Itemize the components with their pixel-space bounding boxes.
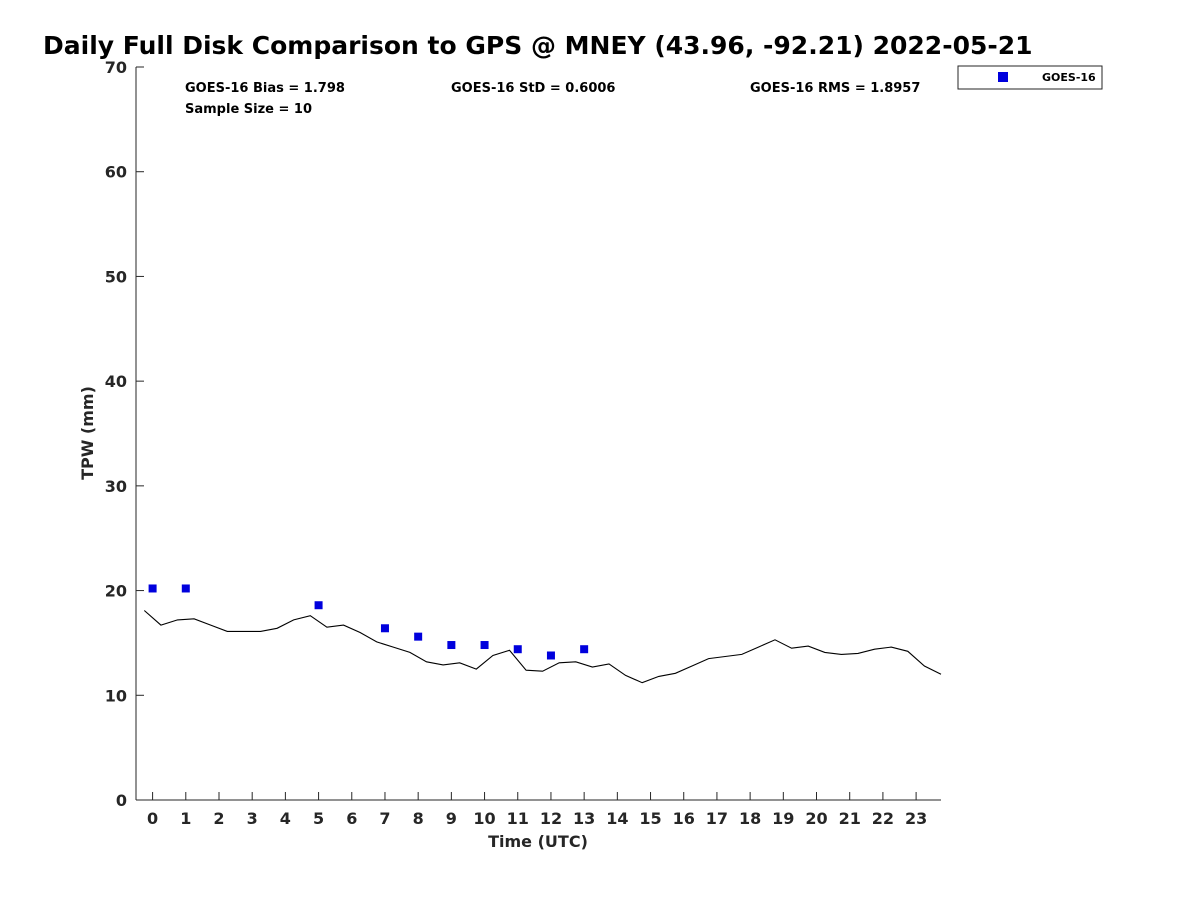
x-tick-label: 19 xyxy=(772,809,794,828)
y-axis-label: TPW (mm) xyxy=(78,386,97,480)
x-tick-label: 12 xyxy=(540,809,562,828)
x-tick-label: 14 xyxy=(606,809,628,828)
goes16-data-point xyxy=(580,645,589,654)
x-tick-label: 15 xyxy=(639,809,661,828)
rms-stat: GOES-16 RMS = 1.8957 xyxy=(750,81,920,96)
x-axis-label: Time (UTC) xyxy=(488,832,588,851)
goes16-data-point xyxy=(513,645,522,654)
y-tick-label: 30 xyxy=(105,477,127,496)
legend: GOES-16 xyxy=(957,65,1103,90)
x-tick-label: 17 xyxy=(706,809,728,828)
sample-size-stat: Sample Size = 10 xyxy=(185,102,312,117)
x-tick-label: 18 xyxy=(739,809,761,828)
x-tick-label: 10 xyxy=(473,809,495,828)
x-tick-label: 6 xyxy=(346,809,357,828)
legend-marker-goes16 xyxy=(998,72,1008,82)
chart-title: Daily Full Disk Comparison to GPS @ MNEY… xyxy=(43,31,1033,60)
x-tick-label: 21 xyxy=(839,809,861,828)
x-tick-label: 22 xyxy=(872,809,894,828)
y-tick-label: 60 xyxy=(105,163,127,182)
x-tick-label: 13 xyxy=(573,809,595,828)
gps-line-layer xyxy=(143,610,942,684)
x-tick-label: 9 xyxy=(446,809,457,828)
y-tick-label: 40 xyxy=(105,372,127,391)
goes16-data-point xyxy=(546,651,555,660)
goes16-data-point xyxy=(314,601,323,610)
goes-marker-layer xyxy=(148,584,589,660)
y-tick-label: 10 xyxy=(105,686,127,705)
x-tick-label: 20 xyxy=(805,809,827,828)
x-tick-label: 4 xyxy=(280,809,291,828)
y-tick-label: 70 xyxy=(105,58,127,77)
legend-box xyxy=(957,65,1103,90)
goes16-data-point xyxy=(414,632,423,641)
legend-label-goes16: GOES-16 xyxy=(1042,71,1096,84)
x-tick-label: 16 xyxy=(673,809,695,828)
std-stat: GOES-16 StD = 0.6006 xyxy=(451,81,615,96)
x-tick-label: 1 xyxy=(180,809,191,828)
x-tick-label: 2 xyxy=(213,809,224,828)
x-tick-label: 8 xyxy=(413,809,424,828)
x-tick-label: 3 xyxy=(247,809,258,828)
y-tick-label: 0 xyxy=(116,791,127,810)
x-tick-label: 23 xyxy=(905,809,927,828)
x-tick-label: 11 xyxy=(507,809,529,828)
stats-annotations: GOES-16 Bias = 1.798 GOES-16 StD = 0.600… xyxy=(185,81,920,117)
x-tick-label: 7 xyxy=(379,809,390,828)
goes16-data-point xyxy=(480,641,489,650)
goes16-data-point xyxy=(447,641,456,650)
x-tick-label: 5 xyxy=(313,809,324,828)
gps-tpw-line xyxy=(143,610,942,684)
goes16-data-point xyxy=(148,584,157,593)
goes16-data-point xyxy=(181,584,190,593)
goes16-data-point xyxy=(380,624,389,633)
x-tick-label: 0 xyxy=(147,809,158,828)
bias-stat: GOES-16 Bias = 1.798 xyxy=(185,81,345,96)
y-tick-label: 20 xyxy=(105,582,127,601)
y-tick-label: 50 xyxy=(105,267,127,286)
